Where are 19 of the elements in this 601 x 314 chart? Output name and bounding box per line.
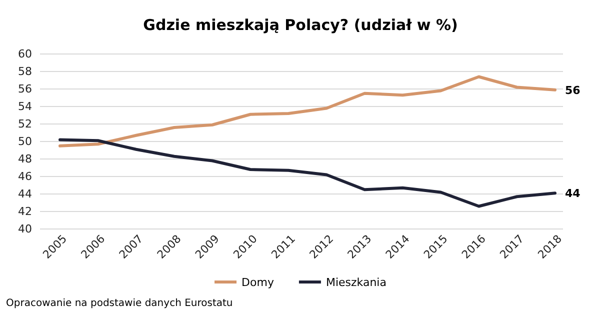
y-tick-label: 50 (18, 135, 32, 148)
y-tick-label: 54 (18, 100, 32, 114)
y-tick-label: 44 (18, 188, 32, 201)
data-label: 44 (565, 187, 581, 200)
y-tick-label: 48 (18, 152, 32, 166)
chart-title: Gdzie mieszkają Polacy? (udział w %) (143, 16, 458, 34)
text: Opracowanie na podstawie danych Eurostatu (6, 298, 233, 309)
y-tick-label: 60 (18, 48, 32, 61)
line-series (58, 75, 556, 148)
y-tick-label: 52 (18, 118, 32, 131)
legend-label: Mieszkania (326, 276, 386, 289)
legend-label: Domy (242, 276, 274, 289)
line-series (58, 138, 556, 208)
data-label: 56 (565, 84, 581, 97)
y-tick-label: 42 (18, 205, 32, 218)
y-tick-label: 46 (18, 170, 32, 184)
y-tick-label: 58 (18, 65, 32, 78)
y-tick-label: 56 (18, 82, 32, 96)
y-tick-label: 40 (18, 222, 32, 236)
